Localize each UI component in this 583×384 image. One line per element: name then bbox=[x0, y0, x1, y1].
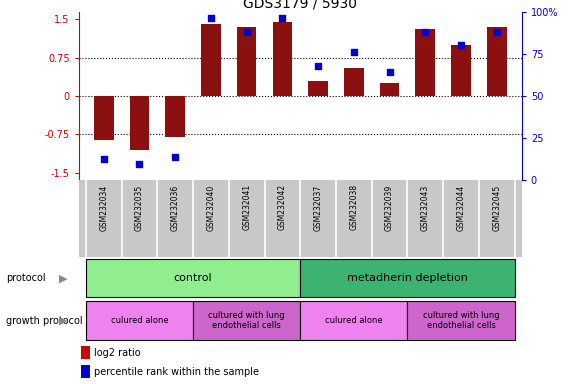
Point bbox=[278, 15, 287, 22]
Text: GSM232042: GSM232042 bbox=[278, 184, 287, 230]
Bar bbox=[273, 22, 292, 96]
Text: cultured with lung
endothelial cells: cultured with lung endothelial cells bbox=[208, 311, 285, 330]
Text: GSM232035: GSM232035 bbox=[135, 184, 144, 230]
Bar bbox=[81, 365, 90, 378]
Point bbox=[349, 49, 359, 55]
Text: GSM232039: GSM232039 bbox=[385, 184, 394, 230]
Text: GSM232043: GSM232043 bbox=[421, 184, 430, 230]
Title: GDS3179 / 5930: GDS3179 / 5930 bbox=[243, 0, 357, 10]
Text: GSM232040: GSM232040 bbox=[206, 184, 215, 230]
Bar bbox=[408, 301, 515, 341]
Bar bbox=[451, 45, 471, 96]
Bar bbox=[81, 346, 90, 359]
Point bbox=[206, 15, 216, 22]
Text: cultured with lung
endothelial cells: cultured with lung endothelial cells bbox=[423, 311, 500, 330]
Bar bbox=[129, 96, 149, 150]
Text: culured alone: culured alone bbox=[111, 316, 168, 325]
Text: percentile rank within the sample: percentile rank within the sample bbox=[94, 367, 259, 377]
Text: GSM232044: GSM232044 bbox=[456, 184, 466, 230]
Bar bbox=[300, 260, 515, 297]
Text: GSM232045: GSM232045 bbox=[492, 184, 501, 230]
Point bbox=[135, 161, 144, 167]
Text: protocol: protocol bbox=[6, 273, 45, 283]
Bar bbox=[166, 96, 185, 137]
Bar bbox=[201, 24, 221, 96]
Point bbox=[492, 29, 501, 35]
Point bbox=[421, 29, 430, 35]
Bar bbox=[300, 301, 408, 341]
Text: GSM232037: GSM232037 bbox=[314, 184, 322, 230]
Bar bbox=[94, 96, 114, 139]
Bar bbox=[237, 27, 257, 96]
Bar bbox=[487, 27, 507, 96]
Point bbox=[170, 154, 180, 160]
Text: culured alone: culured alone bbox=[325, 316, 382, 325]
Bar bbox=[86, 301, 193, 341]
Bar bbox=[380, 83, 399, 96]
Point bbox=[242, 29, 251, 35]
Bar bbox=[86, 260, 300, 297]
Text: GSM232034: GSM232034 bbox=[99, 184, 108, 230]
Text: ▶: ▶ bbox=[58, 316, 67, 326]
Point bbox=[456, 42, 466, 48]
Text: log2 ratio: log2 ratio bbox=[94, 348, 141, 358]
Text: GSM232036: GSM232036 bbox=[171, 184, 180, 230]
Bar bbox=[193, 301, 300, 341]
Point bbox=[314, 63, 323, 69]
Point bbox=[99, 156, 108, 162]
Bar bbox=[344, 68, 364, 96]
Text: ▶: ▶ bbox=[58, 273, 67, 283]
Text: GSM232038: GSM232038 bbox=[349, 184, 359, 230]
Bar bbox=[416, 30, 435, 96]
Text: control: control bbox=[174, 273, 212, 283]
Text: metadherin depletion: metadherin depletion bbox=[347, 273, 468, 283]
Text: GSM232041: GSM232041 bbox=[242, 184, 251, 230]
Point bbox=[385, 69, 394, 75]
Bar bbox=[308, 81, 328, 96]
Text: growth protocol: growth protocol bbox=[6, 316, 82, 326]
